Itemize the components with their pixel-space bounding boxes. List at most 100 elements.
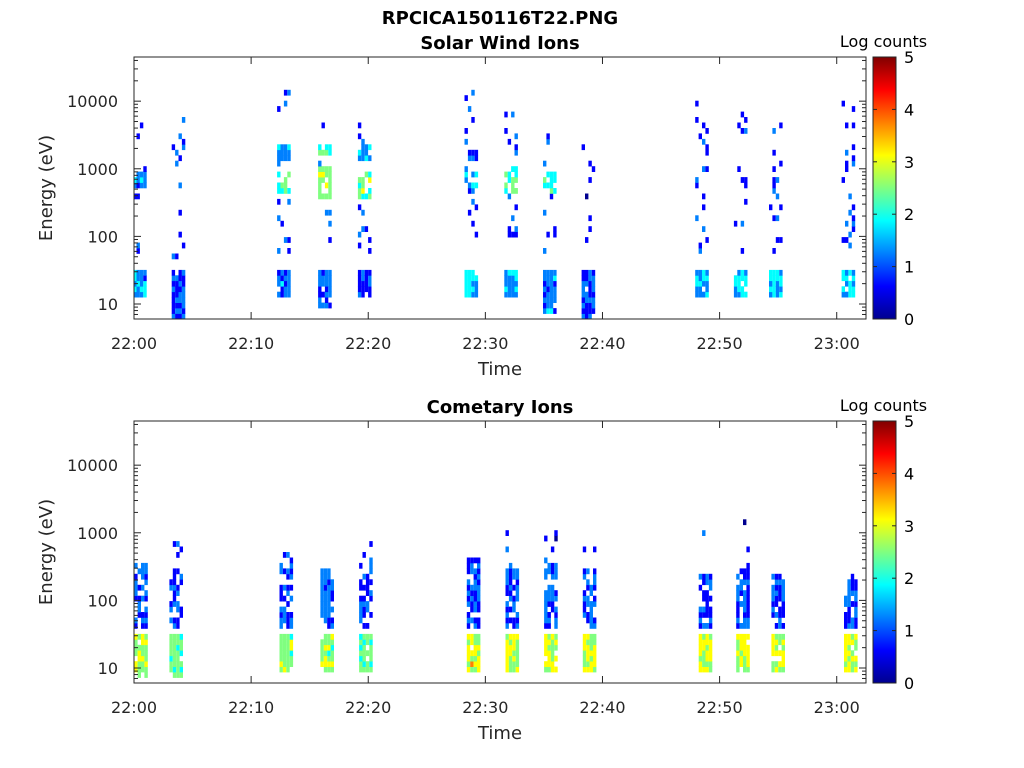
heatmap-cell <box>743 568 747 575</box>
heatmap-cell <box>845 160 849 167</box>
heatmap-cell <box>588 302 592 309</box>
heatmap-cell <box>593 617 597 624</box>
heatmap-cell <box>362 601 366 607</box>
heatmap-cell <box>781 655 785 662</box>
heatmap-cell <box>589 650 593 657</box>
heatmap-cell <box>739 590 743 596</box>
heatmap-cell <box>137 633 141 640</box>
heatmap-cell <box>771 601 775 607</box>
heatmap-cell <box>705 633 709 640</box>
heatmap-cell <box>328 188 332 194</box>
heatmap-cell <box>744 275 748 282</box>
heatmap-cell <box>702 623 706 629</box>
heatmap-cell <box>141 666 145 673</box>
heatmap-cell <box>851 291 856 298</box>
heatmap-cell <box>473 644 477 651</box>
heatmap-cell <box>136 286 140 293</box>
heatmap-cell <box>581 269 585 276</box>
heatmap-cell <box>279 655 283 662</box>
heatmap-cell <box>781 623 785 629</box>
heatmap-cell <box>289 595 294 602</box>
heatmap-cell <box>178 280 182 287</box>
heatmap-cell <box>736 644 740 651</box>
heatmap-cell <box>705 595 709 602</box>
heatmap-cell <box>330 584 334 591</box>
heatmap-cell <box>507 226 512 232</box>
heatmap-cell <box>136 275 140 282</box>
heatmap-cell <box>144 617 148 624</box>
heatmap-cell <box>277 160 281 167</box>
heatmap-cell <box>508 639 513 646</box>
heatmap-cell <box>474 149 479 156</box>
heatmap-cell <box>179 672 183 678</box>
heatmap-cell <box>771 573 775 580</box>
heatmap-cell <box>746 601 750 607</box>
heatmap-cell <box>320 584 324 591</box>
heatmap-cell <box>477 633 481 640</box>
heatmap-cell <box>844 595 848 602</box>
heatmap-cell <box>467 209 472 216</box>
heatmap-cell <box>851 204 856 211</box>
heatmap-cell <box>171 144 176 151</box>
heatmap-cell <box>137 601 141 607</box>
heatmap-cell <box>841 291 845 298</box>
heatmap-cell <box>505 601 509 607</box>
heatmap-cell <box>854 644 858 651</box>
heatmap-cell <box>549 269 554 276</box>
heatmap-cell <box>702 269 706 276</box>
heatmap-cell <box>364 269 369 276</box>
heatmap-cell <box>277 171 281 178</box>
heatmap-cell <box>365 601 370 607</box>
heatmap-cell <box>705 573 709 580</box>
heatmap-cell <box>361 155 365 162</box>
heatmap-cell <box>593 623 597 629</box>
heatmap-cell <box>514 171 518 178</box>
x-tick-label: 22:50 <box>697 334 743 353</box>
heatmap-cell <box>324 193 329 200</box>
heatmap-cell <box>277 275 281 282</box>
heatmap-cell <box>143 291 147 298</box>
heatmap-cell <box>695 215 699 222</box>
heatmap-cell <box>175 280 179 287</box>
heatmap-cell <box>705 286 709 293</box>
heatmap-cell <box>362 644 366 651</box>
heatmap-cell <box>695 286 699 293</box>
heatmap-cell <box>708 606 713 613</box>
heatmap-cell <box>736 639 740 646</box>
heatmap-cell <box>847 579 851 586</box>
heatmap-cell <box>470 601 474 607</box>
heatmap-cell <box>847 650 851 657</box>
heatmap-cell <box>181 269 186 276</box>
heatmap-cell <box>593 601 597 607</box>
heatmap-cell <box>328 280 332 287</box>
heatmap-cell <box>743 644 747 651</box>
heatmap-cell <box>543 280 547 287</box>
heatmap-cell <box>779 160 783 167</box>
heatmap-cell <box>698 269 702 276</box>
heatmap-cell <box>327 568 331 575</box>
heatmap-cell <box>743 661 747 667</box>
heatmap-cell <box>546 297 550 303</box>
heatmap-cell <box>324 209 329 216</box>
heatmap-cell <box>511 280 515 287</box>
heatmap-cell <box>327 573 331 580</box>
heatmap-cell <box>708 650 713 657</box>
heatmap-cell <box>554 535 558 542</box>
heatmap-cell <box>781 644 785 651</box>
heatmap-cell <box>318 166 322 172</box>
heatmap-cell <box>321 177 325 183</box>
heatmap-cell <box>547 590 551 596</box>
heatmap-cell <box>330 623 334 629</box>
heatmap-cell <box>175 275 179 282</box>
heatmap-cell <box>550 584 555 591</box>
heatmap-cell <box>781 601 785 607</box>
heatmap-cell <box>841 237 845 243</box>
heatmap-cell <box>280 286 284 293</box>
heatmap-cell <box>708 612 713 618</box>
heatmap-cell <box>176 633 180 640</box>
heatmap-cell <box>550 639 555 646</box>
heatmap-cell <box>554 623 558 629</box>
heatmap-cell <box>171 313 176 319</box>
heatmap-cell <box>772 166 776 172</box>
heatmap-cell <box>708 617 713 624</box>
